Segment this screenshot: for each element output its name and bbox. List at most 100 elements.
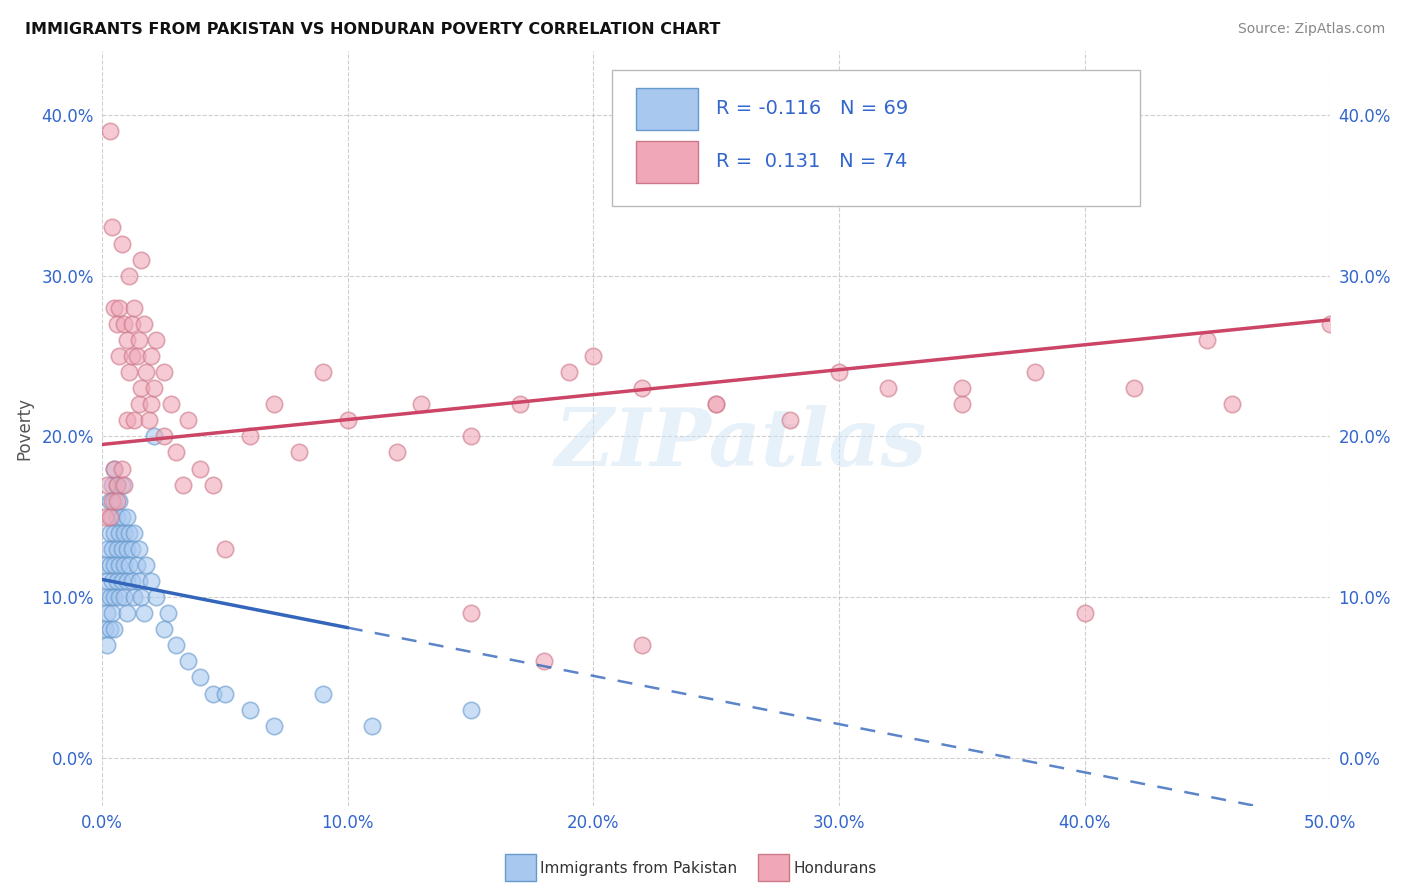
Point xyxy=(112,477,135,491)
Point xyxy=(1319,317,1341,331)
Point xyxy=(101,541,124,556)
Point xyxy=(312,687,335,701)
Point xyxy=(1122,381,1144,395)
Point xyxy=(115,541,138,556)
Point xyxy=(112,317,135,331)
Point xyxy=(128,397,150,411)
Point xyxy=(96,477,118,491)
Point xyxy=(165,638,187,652)
Point xyxy=(336,413,359,427)
Text: Hondurans: Hondurans xyxy=(793,862,877,876)
Point xyxy=(98,509,121,524)
Point xyxy=(112,558,135,572)
Point xyxy=(201,687,224,701)
Point xyxy=(103,558,125,572)
Point xyxy=(152,365,174,379)
Point xyxy=(118,268,141,283)
Y-axis label: Poverty: Poverty xyxy=(15,397,32,460)
Point xyxy=(101,606,124,620)
Point xyxy=(704,397,727,411)
Point xyxy=(950,381,973,395)
Point xyxy=(121,541,143,556)
Point xyxy=(108,349,131,363)
Point xyxy=(98,622,121,636)
Point xyxy=(115,606,138,620)
Point xyxy=(121,349,143,363)
Point xyxy=(122,413,145,427)
Point xyxy=(157,606,180,620)
Point xyxy=(142,429,165,443)
Point xyxy=(105,317,128,331)
Point xyxy=(1197,333,1219,347)
Point xyxy=(533,655,555,669)
Point xyxy=(361,719,384,733)
Point xyxy=(145,590,167,604)
Point xyxy=(142,381,165,395)
Point xyxy=(96,541,118,556)
Point xyxy=(152,622,174,636)
Point xyxy=(1220,397,1243,411)
Point xyxy=(128,574,150,588)
Point xyxy=(509,397,531,411)
Point xyxy=(103,461,125,475)
Point xyxy=(112,525,135,540)
Point xyxy=(111,541,134,556)
Point xyxy=(108,590,131,604)
Point xyxy=(312,365,335,379)
Point xyxy=(103,622,125,636)
Point xyxy=(111,236,134,251)
Point xyxy=(132,317,155,331)
Point xyxy=(877,381,900,395)
Text: Source: ZipAtlas.com: Source: ZipAtlas.com xyxy=(1237,22,1385,37)
Point xyxy=(131,252,153,267)
Point xyxy=(122,301,145,315)
Point xyxy=(141,574,163,588)
Point xyxy=(101,220,124,235)
Point xyxy=(779,413,801,427)
Point xyxy=(111,477,134,491)
Point xyxy=(177,413,200,427)
Point xyxy=(118,558,141,572)
Point xyxy=(93,509,115,524)
Point xyxy=(115,509,138,524)
Point xyxy=(96,638,118,652)
Point xyxy=(111,461,134,475)
Point xyxy=(238,429,260,443)
Point xyxy=(108,558,131,572)
Point xyxy=(103,590,125,604)
Text: Immigrants from Pakistan: Immigrants from Pakistan xyxy=(540,862,738,876)
Point xyxy=(96,574,118,588)
Point xyxy=(103,461,125,475)
Point xyxy=(132,606,155,620)
Point xyxy=(411,397,433,411)
Point xyxy=(105,477,128,491)
Point xyxy=(165,445,187,459)
Point xyxy=(1024,365,1046,379)
Point xyxy=(190,671,212,685)
Point xyxy=(131,381,153,395)
Point xyxy=(950,397,973,411)
Point xyxy=(631,638,654,652)
Point xyxy=(105,541,128,556)
Point xyxy=(118,365,141,379)
Point xyxy=(131,590,153,604)
Point xyxy=(152,429,174,443)
Point xyxy=(141,397,163,411)
Point xyxy=(135,365,157,379)
Point xyxy=(98,493,121,508)
Point xyxy=(121,574,143,588)
FancyBboxPatch shape xyxy=(637,88,697,130)
Point xyxy=(103,493,125,508)
Point xyxy=(115,333,138,347)
Point xyxy=(145,333,167,347)
Text: ZIPatlas: ZIPatlas xyxy=(554,405,927,483)
Point xyxy=(460,703,482,717)
Point xyxy=(460,606,482,620)
Point xyxy=(631,381,654,395)
FancyBboxPatch shape xyxy=(637,141,697,183)
Point xyxy=(93,590,115,604)
FancyBboxPatch shape xyxy=(612,70,1140,205)
Point xyxy=(98,590,121,604)
Text: IMMIGRANTS FROM PAKISTAN VS HONDURAN POVERTY CORRELATION CHART: IMMIGRANTS FROM PAKISTAN VS HONDURAN POV… xyxy=(25,22,721,37)
Point xyxy=(115,574,138,588)
